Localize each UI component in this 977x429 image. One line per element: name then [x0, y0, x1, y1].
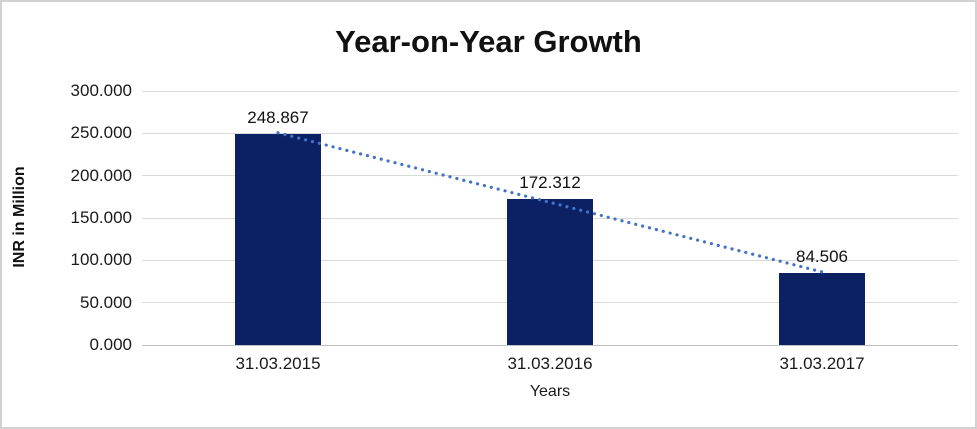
y-tick-label: 0.000: [89, 335, 132, 354]
x-axis-title: Years: [529, 383, 571, 400]
bar-31.03.2015: [235, 134, 321, 345]
gridline: [142, 175, 958, 177]
bar-data-label: 172.312: [519, 173, 581, 193]
bar-data-label: 84.506: [796, 247, 848, 267]
x-tick-label: 31.03.2016: [507, 354, 593, 373]
y-tick-label: 50.000: [80, 292, 132, 312]
bar-31.03.2017: [779, 273, 865, 345]
y-tick-label: 150.000: [70, 208, 132, 227]
y-tick-label: 250.000: [70, 123, 132, 143]
trendline: [276, 131, 824, 274]
y-tick-label: 200.000: [70, 165, 132, 185]
chart-title: Year-on-Year Growth: [335, 24, 642, 59]
gridline: [142, 90, 958, 92]
x-tick-label: 31.03.2017: [779, 354, 865, 373]
gridline: [142, 132, 958, 134]
x-tick-label: 31.03.2015: [235, 354, 321, 373]
bar-data-label: 248.867: [247, 108, 309, 128]
y-tick-label: 300.000: [70, 81, 132, 100]
x-axis-line: [142, 344, 958, 346]
bar-31.03.2016: [507, 199, 593, 345]
y-tick-label: 100.000: [70, 250, 132, 270]
plot-area: 248.867 172.312 84.506: [142, 90, 958, 346]
